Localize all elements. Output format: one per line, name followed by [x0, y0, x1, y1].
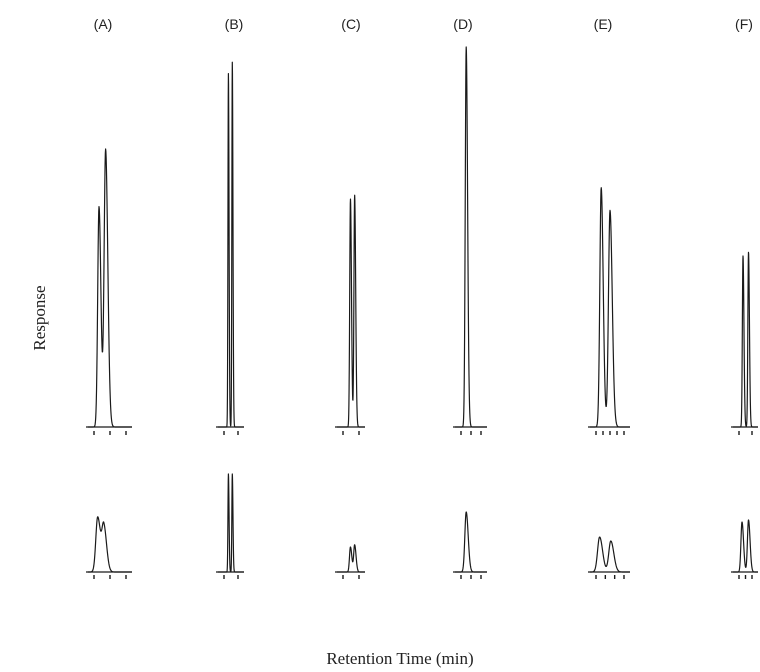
- x-axis-title: Retention Time (min): [326, 649, 473, 668]
- chromatogram-panels: (A) (B) (C) (D) (E) (F): [86, 16, 759, 579]
- panel-label-e: (E): [594, 16, 613, 32]
- panel-c-upper-trace: [336, 194, 366, 428]
- panel-d-upper-trace: [454, 46, 488, 428]
- panel-f: (F): [731, 16, 759, 579]
- panel-label-a: (A): [94, 16, 113, 32]
- panel-b-upper-trace: [217, 61, 245, 428]
- panel-c-lower-trace: [336, 544, 366, 573]
- panel-b: (B): [216, 16, 245, 579]
- panel-b-lower-trace: [217, 473, 245, 573]
- panel-label-f: (F): [735, 16, 753, 32]
- panel-f-lower-trace: [732, 519, 759, 573]
- panel-d: (D): [453, 16, 488, 579]
- panel-f-upper-trace: [732, 251, 759, 428]
- y-axis-title: Response: [30, 285, 49, 350]
- panel-label-d: (D): [453, 16, 472, 32]
- panel-label-c: (C): [341, 16, 360, 32]
- panel-e-lower-trace: [589, 536, 631, 573]
- panel-e: (E): [588, 16, 631, 579]
- panel-a: (A): [86, 16, 133, 579]
- panel-d-lower-trace: [454, 511, 488, 573]
- panel-a-lower-trace: [87, 516, 133, 573]
- panel-a-upper-trace: [87, 148, 133, 428]
- panel-c: (C): [335, 16, 366, 579]
- panel-e-upper-trace: [589, 187, 631, 428]
- panel-label-b: (B): [225, 16, 244, 32]
